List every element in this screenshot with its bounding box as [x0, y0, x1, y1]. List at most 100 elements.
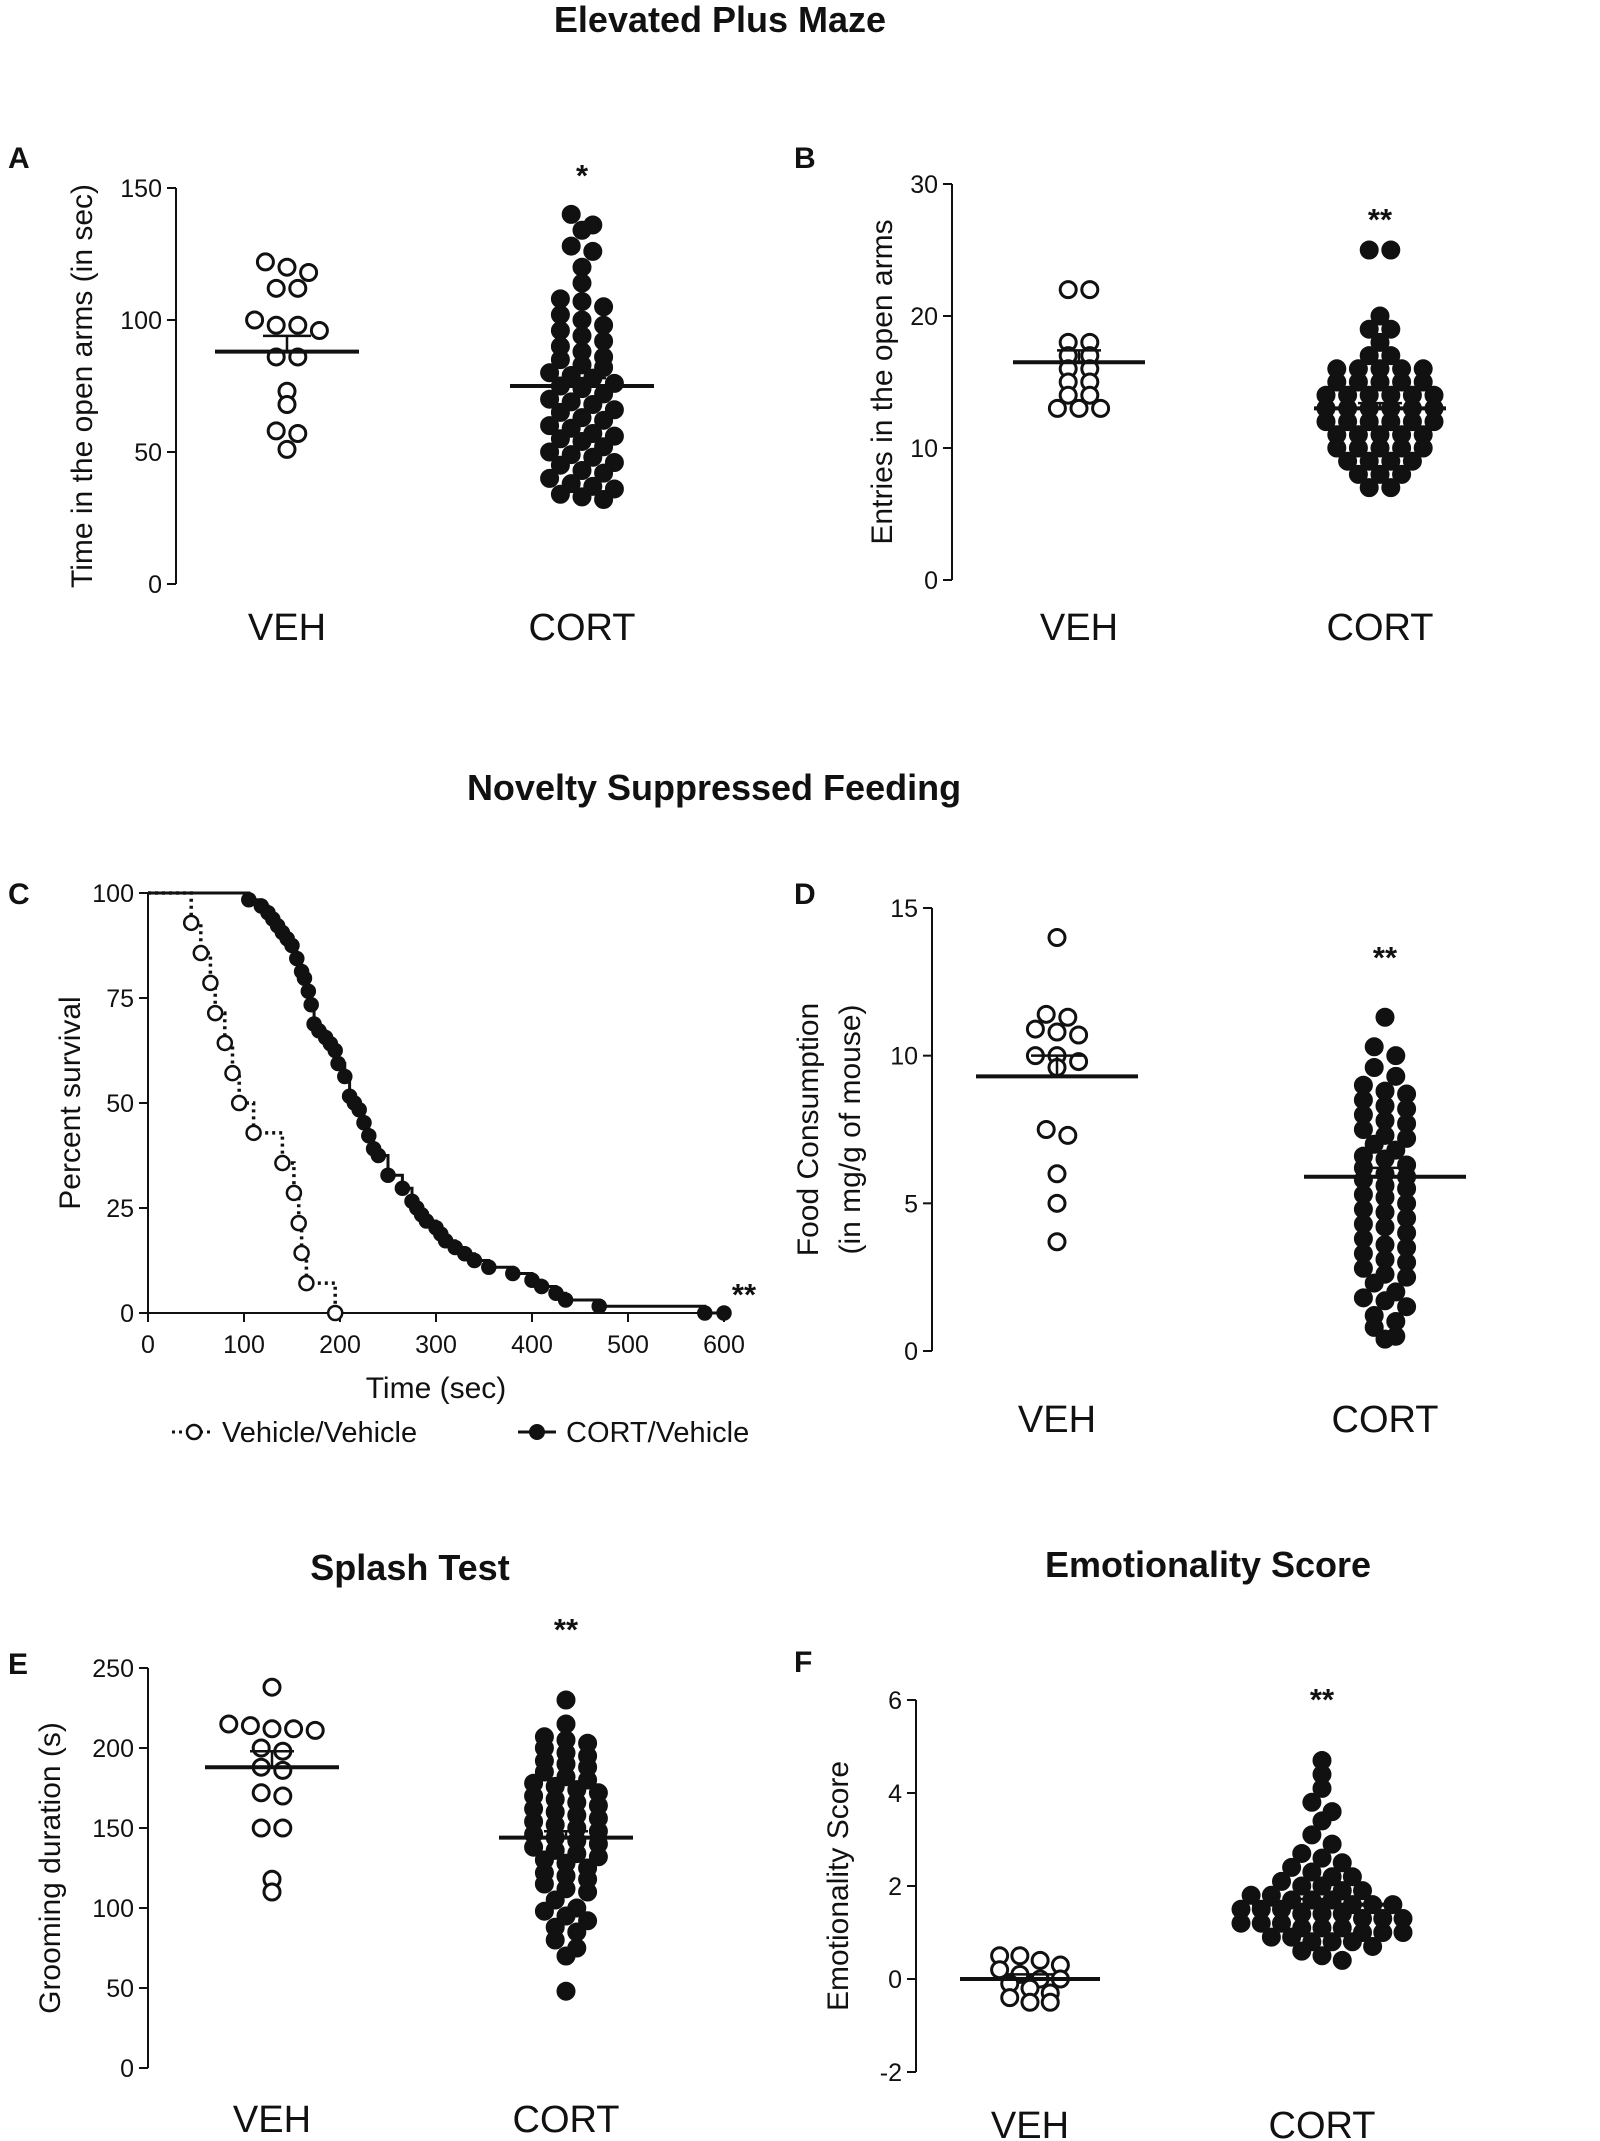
- survival-point-cort: [351, 1101, 367, 1118]
- data-point-cort: [572, 460, 592, 480]
- data-point-cort: [1312, 1848, 1332, 1868]
- significance-marker: **: [1310, 1682, 1335, 1717]
- survival-point-cort: [241, 891, 257, 908]
- data-point-cort: [572, 220, 592, 240]
- data-point-cort: [1370, 438, 1390, 458]
- y-tick-label: 10: [910, 435, 938, 463]
- data-point-cort: [550, 455, 570, 475]
- data-point-veh: [305, 1720, 325, 1740]
- survival-point-cort: [330, 1055, 346, 1072]
- data-point-cort: [1292, 1876, 1312, 1896]
- data-point-cort: [1312, 1876, 1332, 1896]
- data-point-veh: [255, 252, 275, 272]
- survival-point-vehicle: [290, 1214, 307, 1232]
- data-point-cort: [1312, 1918, 1332, 1938]
- x-category-label: VEH: [991, 2105, 1069, 2141]
- data-point-cort: [1348, 372, 1368, 392]
- survival-point-vehicle: [224, 1064, 241, 1082]
- survival-point-cort: [697, 1305, 713, 1321]
- data-point-cort: [1413, 372, 1433, 392]
- data-point-veh: [1036, 1004, 1056, 1024]
- data-point-cort: [1364, 1057, 1384, 1077]
- y-axis-label-units: (in mg/g of mouse): [834, 1004, 867, 1254]
- survival-point-cort: [380, 1167, 396, 1183]
- y-tick-label: 50: [134, 439, 162, 467]
- x-category-label: CORT: [529, 607, 636, 649]
- data-point-veh: [1020, 1992, 1040, 2012]
- y-tick-label: 250: [92, 1655, 134, 1683]
- data-point-cort: [572, 273, 592, 293]
- data-point-cort: [1359, 240, 1379, 260]
- y-tick-label: 0: [120, 2055, 134, 2083]
- data-point-cort: [556, 1981, 576, 2001]
- x-category-label: VEH: [233, 2099, 311, 2141]
- data-point-veh: [1080, 280, 1100, 300]
- data-point-cort: [556, 1946, 576, 1966]
- data-point-veh: [1047, 1164, 1067, 1184]
- significance-marker: **: [554, 1612, 579, 1647]
- y-tick-label: 0: [888, 1966, 902, 1994]
- data-point-veh: [273, 1760, 293, 1780]
- data-point-cort: [1338, 412, 1358, 432]
- survival-point-vehicle: [216, 1034, 234, 1052]
- panel-a-time-open-arms: A 0 50 100 150 Time in the open arms (in sec)…: [8, 142, 654, 649]
- data-point-cort: [556, 1714, 576, 1734]
- data-point-cort: [1370, 332, 1390, 352]
- data-point-veh: [1069, 1025, 1089, 1045]
- data-point-cort: [567, 1922, 587, 1942]
- y-tick-label: 50: [106, 1090, 134, 1118]
- data-point-cort: [1370, 306, 1390, 326]
- survival-point-vehicle: [245, 1124, 262, 1142]
- data-point-cort: [1373, 1923, 1393, 1942]
- survival-point-vehicle: [326, 1304, 344, 1322]
- survival-point-vehicle: [298, 1274, 315, 1292]
- y-axis-label: Emotionality Score: [822, 1761, 855, 2011]
- data-point-cort: [1375, 1291, 1395, 1311]
- survival-point-cort: [557, 1292, 574, 1308]
- data-point-veh: [1047, 1193, 1067, 1213]
- data-point-cort: [1241, 1885, 1261, 1905]
- data-point-cort: [1359, 346, 1379, 366]
- survival-point-vehicle: [182, 914, 200, 932]
- x-tick-label: 100: [223, 1331, 265, 1359]
- x-tick-label: 600: [703, 1331, 745, 1359]
- data-point-cort: [1359, 412, 1379, 432]
- significance-marker: **: [732, 1277, 757, 1312]
- data-point-veh: [266, 278, 286, 298]
- data-point-cort: [1402, 412, 1422, 432]
- data-point-cort: [550, 350, 570, 370]
- data-point-veh: [1091, 398, 1111, 418]
- data-point-cort: [588, 1847, 608, 1867]
- data-point-cort: [1402, 451, 1422, 471]
- data-point-cort: [578, 1882, 598, 1902]
- data-point-cort: [1370, 464, 1390, 484]
- data-point-veh: [1040, 1992, 1060, 2012]
- panel-f-emotionality-score: F -2 0 2 4 6 Emotionality Score VEH CORT **: [794, 1646, 1413, 2141]
- x-tick-label: 500: [607, 1331, 649, 1359]
- survival-point-cort: [505, 1265, 521, 1282]
- data-point-cort: [1348, 464, 1368, 484]
- data-point-cort: [1302, 1825, 1322, 1845]
- y-axis-label: Time in the open arms (in sec): [66, 184, 99, 588]
- x-tick-label: 0: [141, 1331, 155, 1359]
- panel-letter: A: [8, 142, 30, 175]
- data-point-veh: [266, 421, 286, 441]
- data-point-cort: [1353, 1881, 1372, 1901]
- title-emotionality-score: Emotionality Score: [1045, 1544, 1371, 1585]
- survival-point-cort: [533, 1278, 550, 1295]
- survival-point-cort: [466, 1252, 483, 1269]
- data-point-cort: [1348, 438, 1368, 458]
- data-point-cort: [1251, 1913, 1271, 1933]
- data-point-cort: [550, 402, 570, 422]
- y-tick-label: 15: [890, 895, 918, 923]
- data-point-cort: [572, 431, 592, 451]
- data-point-cort: [1312, 1946, 1332, 1966]
- data-point-cort: [1381, 346, 1401, 366]
- legend-cort-label: CORT/Vehicle: [566, 1417, 749, 1449]
- data-point-cort: [1327, 438, 1347, 458]
- x-category-label: CORT: [513, 2099, 620, 2141]
- data-point-cort: [556, 1879, 576, 1899]
- panel-letter: C: [8, 878, 30, 911]
- data-point-cort: [1381, 319, 1401, 339]
- data-point-veh: [219, 1714, 239, 1734]
